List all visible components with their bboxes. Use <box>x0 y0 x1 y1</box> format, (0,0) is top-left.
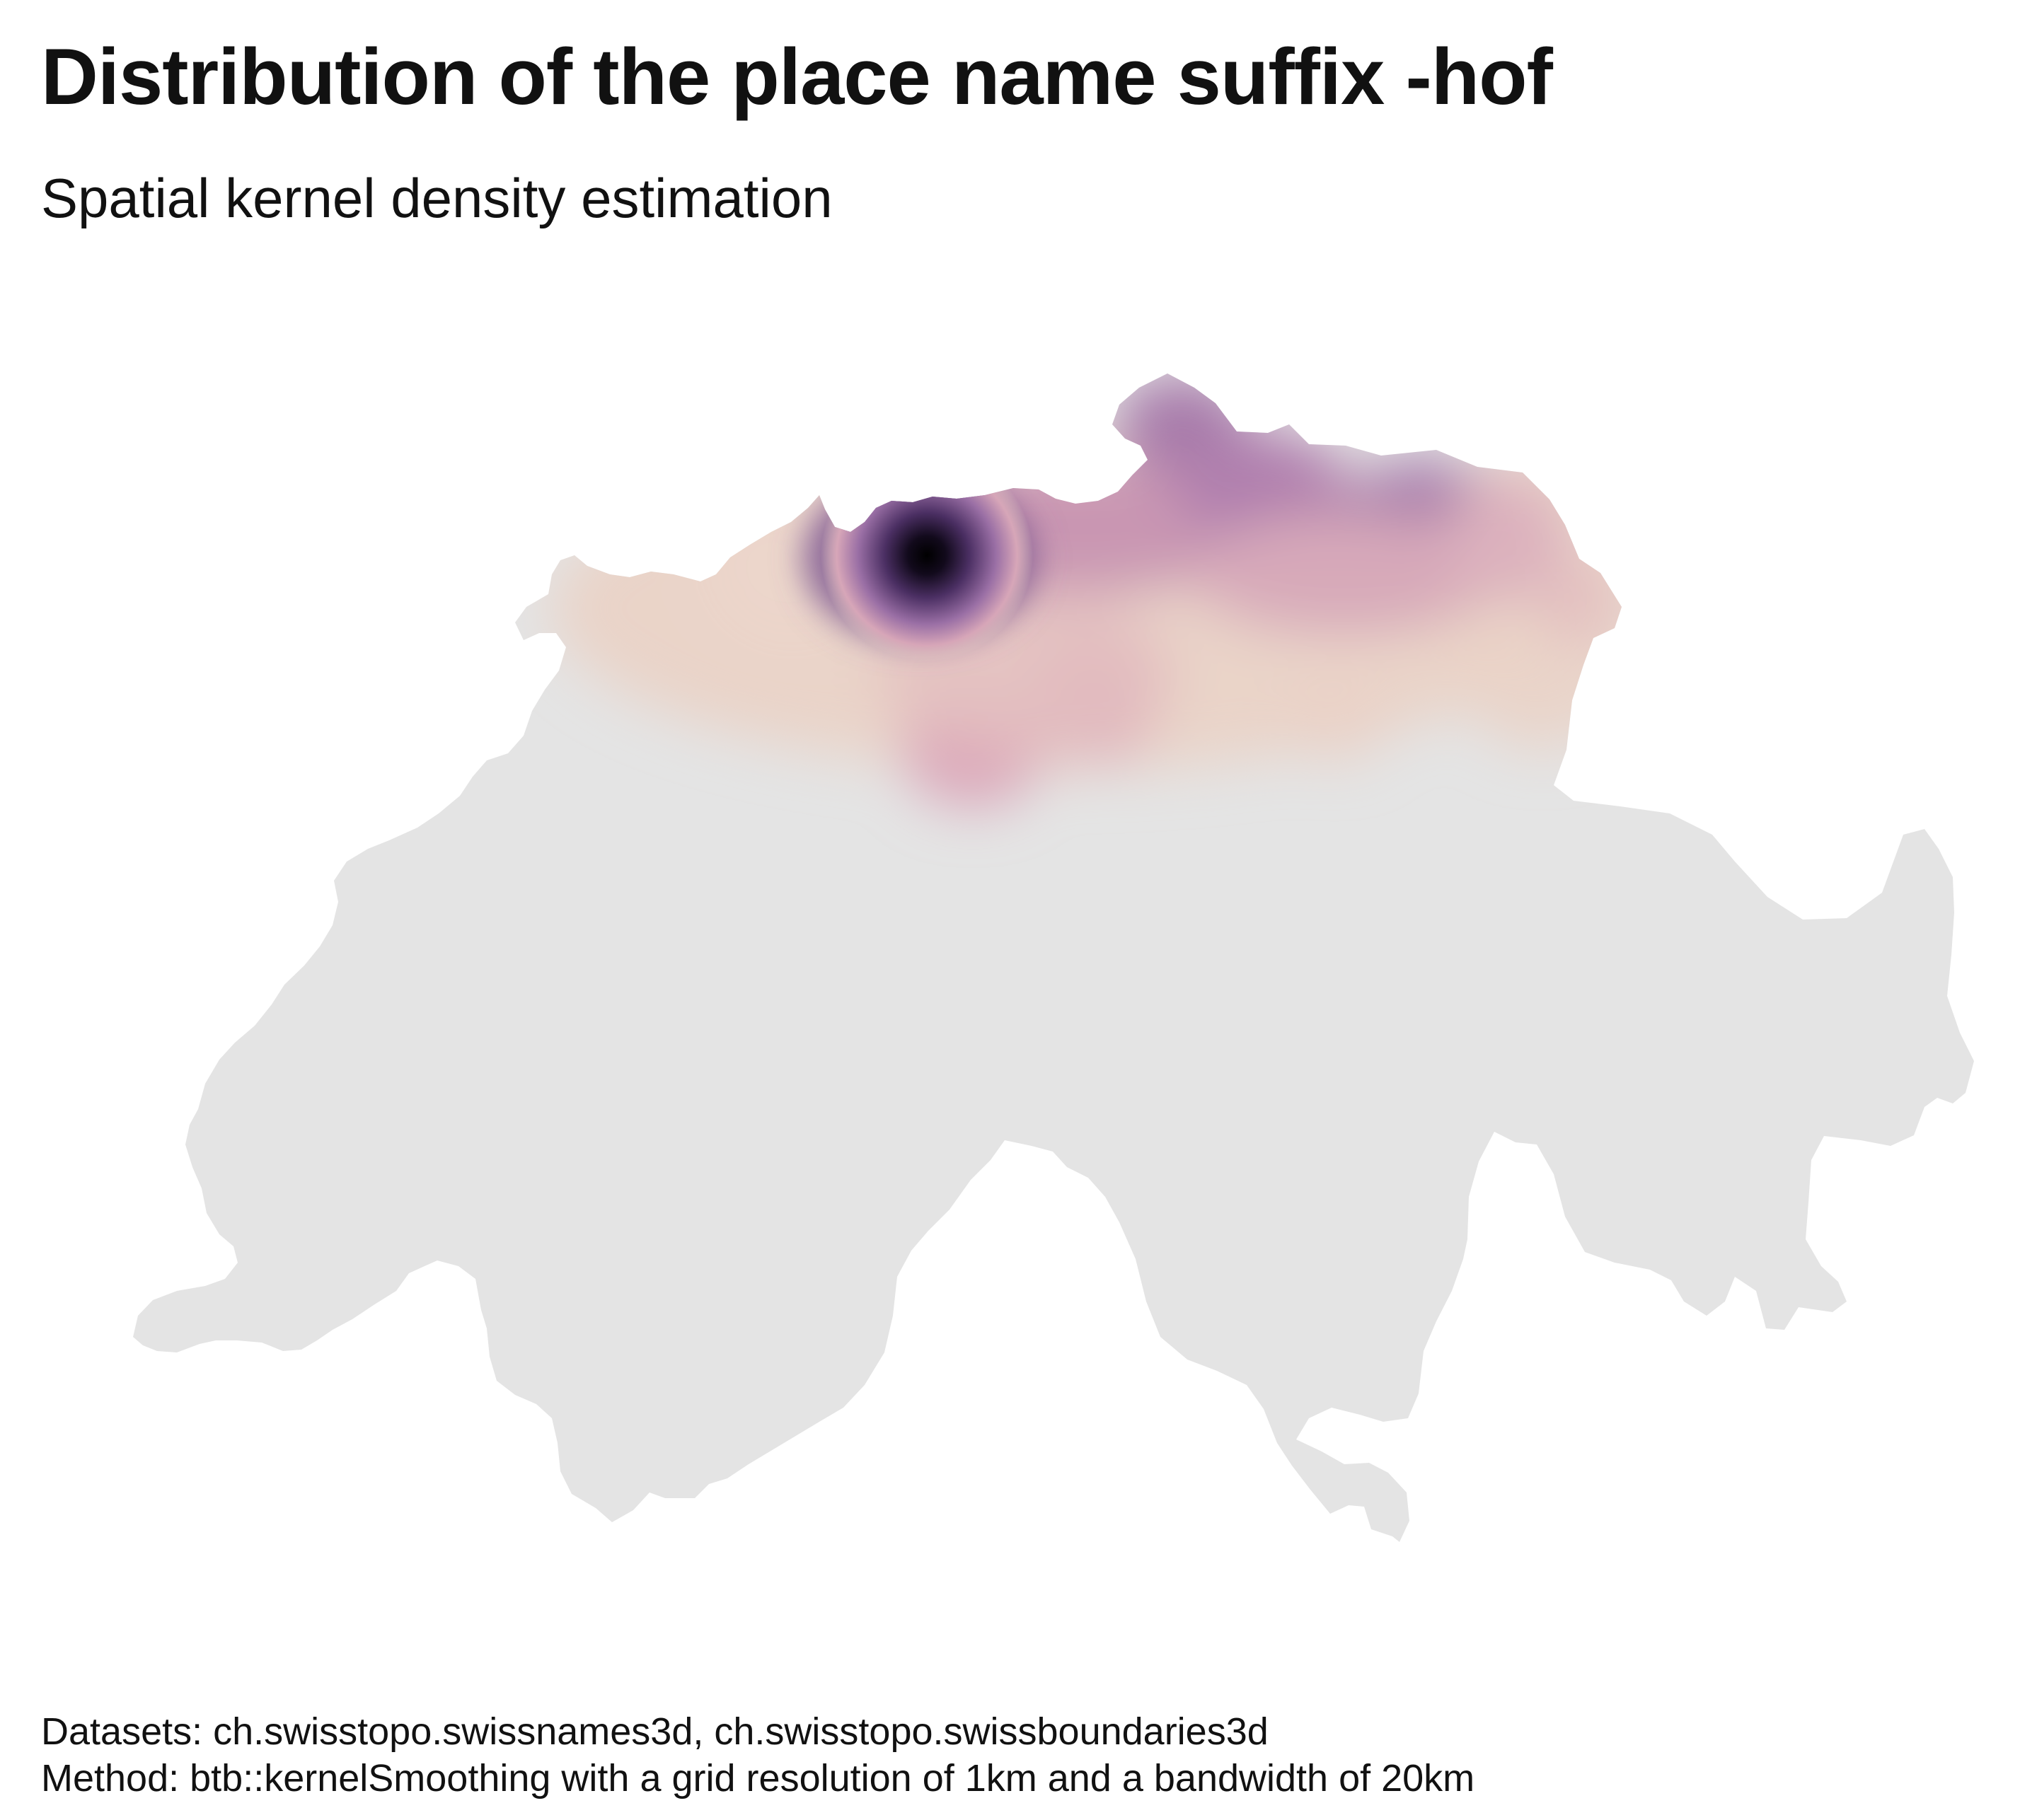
density-zone-rheintal <box>1539 559 1617 644</box>
density-zone-east <box>1189 513 1500 633</box>
density-hotspot-zurich <box>1288 676 1387 760</box>
caption-datasets: Datasets: ch.swisstopo.swissnames3d, ch.… <box>41 1710 1269 1753</box>
caption-method: Method: btb::kernelSmoothing with a grid… <box>41 1757 1475 1799</box>
density-peak <box>821 449 1033 661</box>
density-layer <box>552 375 1656 806</box>
caption: Datasets: ch.swisstopo.swissnames3d, ch.… <box>41 1708 1474 1802</box>
map-subtitle: Spatial kernel density estimation <box>41 167 833 229</box>
density-zone-lake <box>1447 474 1567 601</box>
map-title: Distribution of the place name suffix -h… <box>41 33 1553 121</box>
